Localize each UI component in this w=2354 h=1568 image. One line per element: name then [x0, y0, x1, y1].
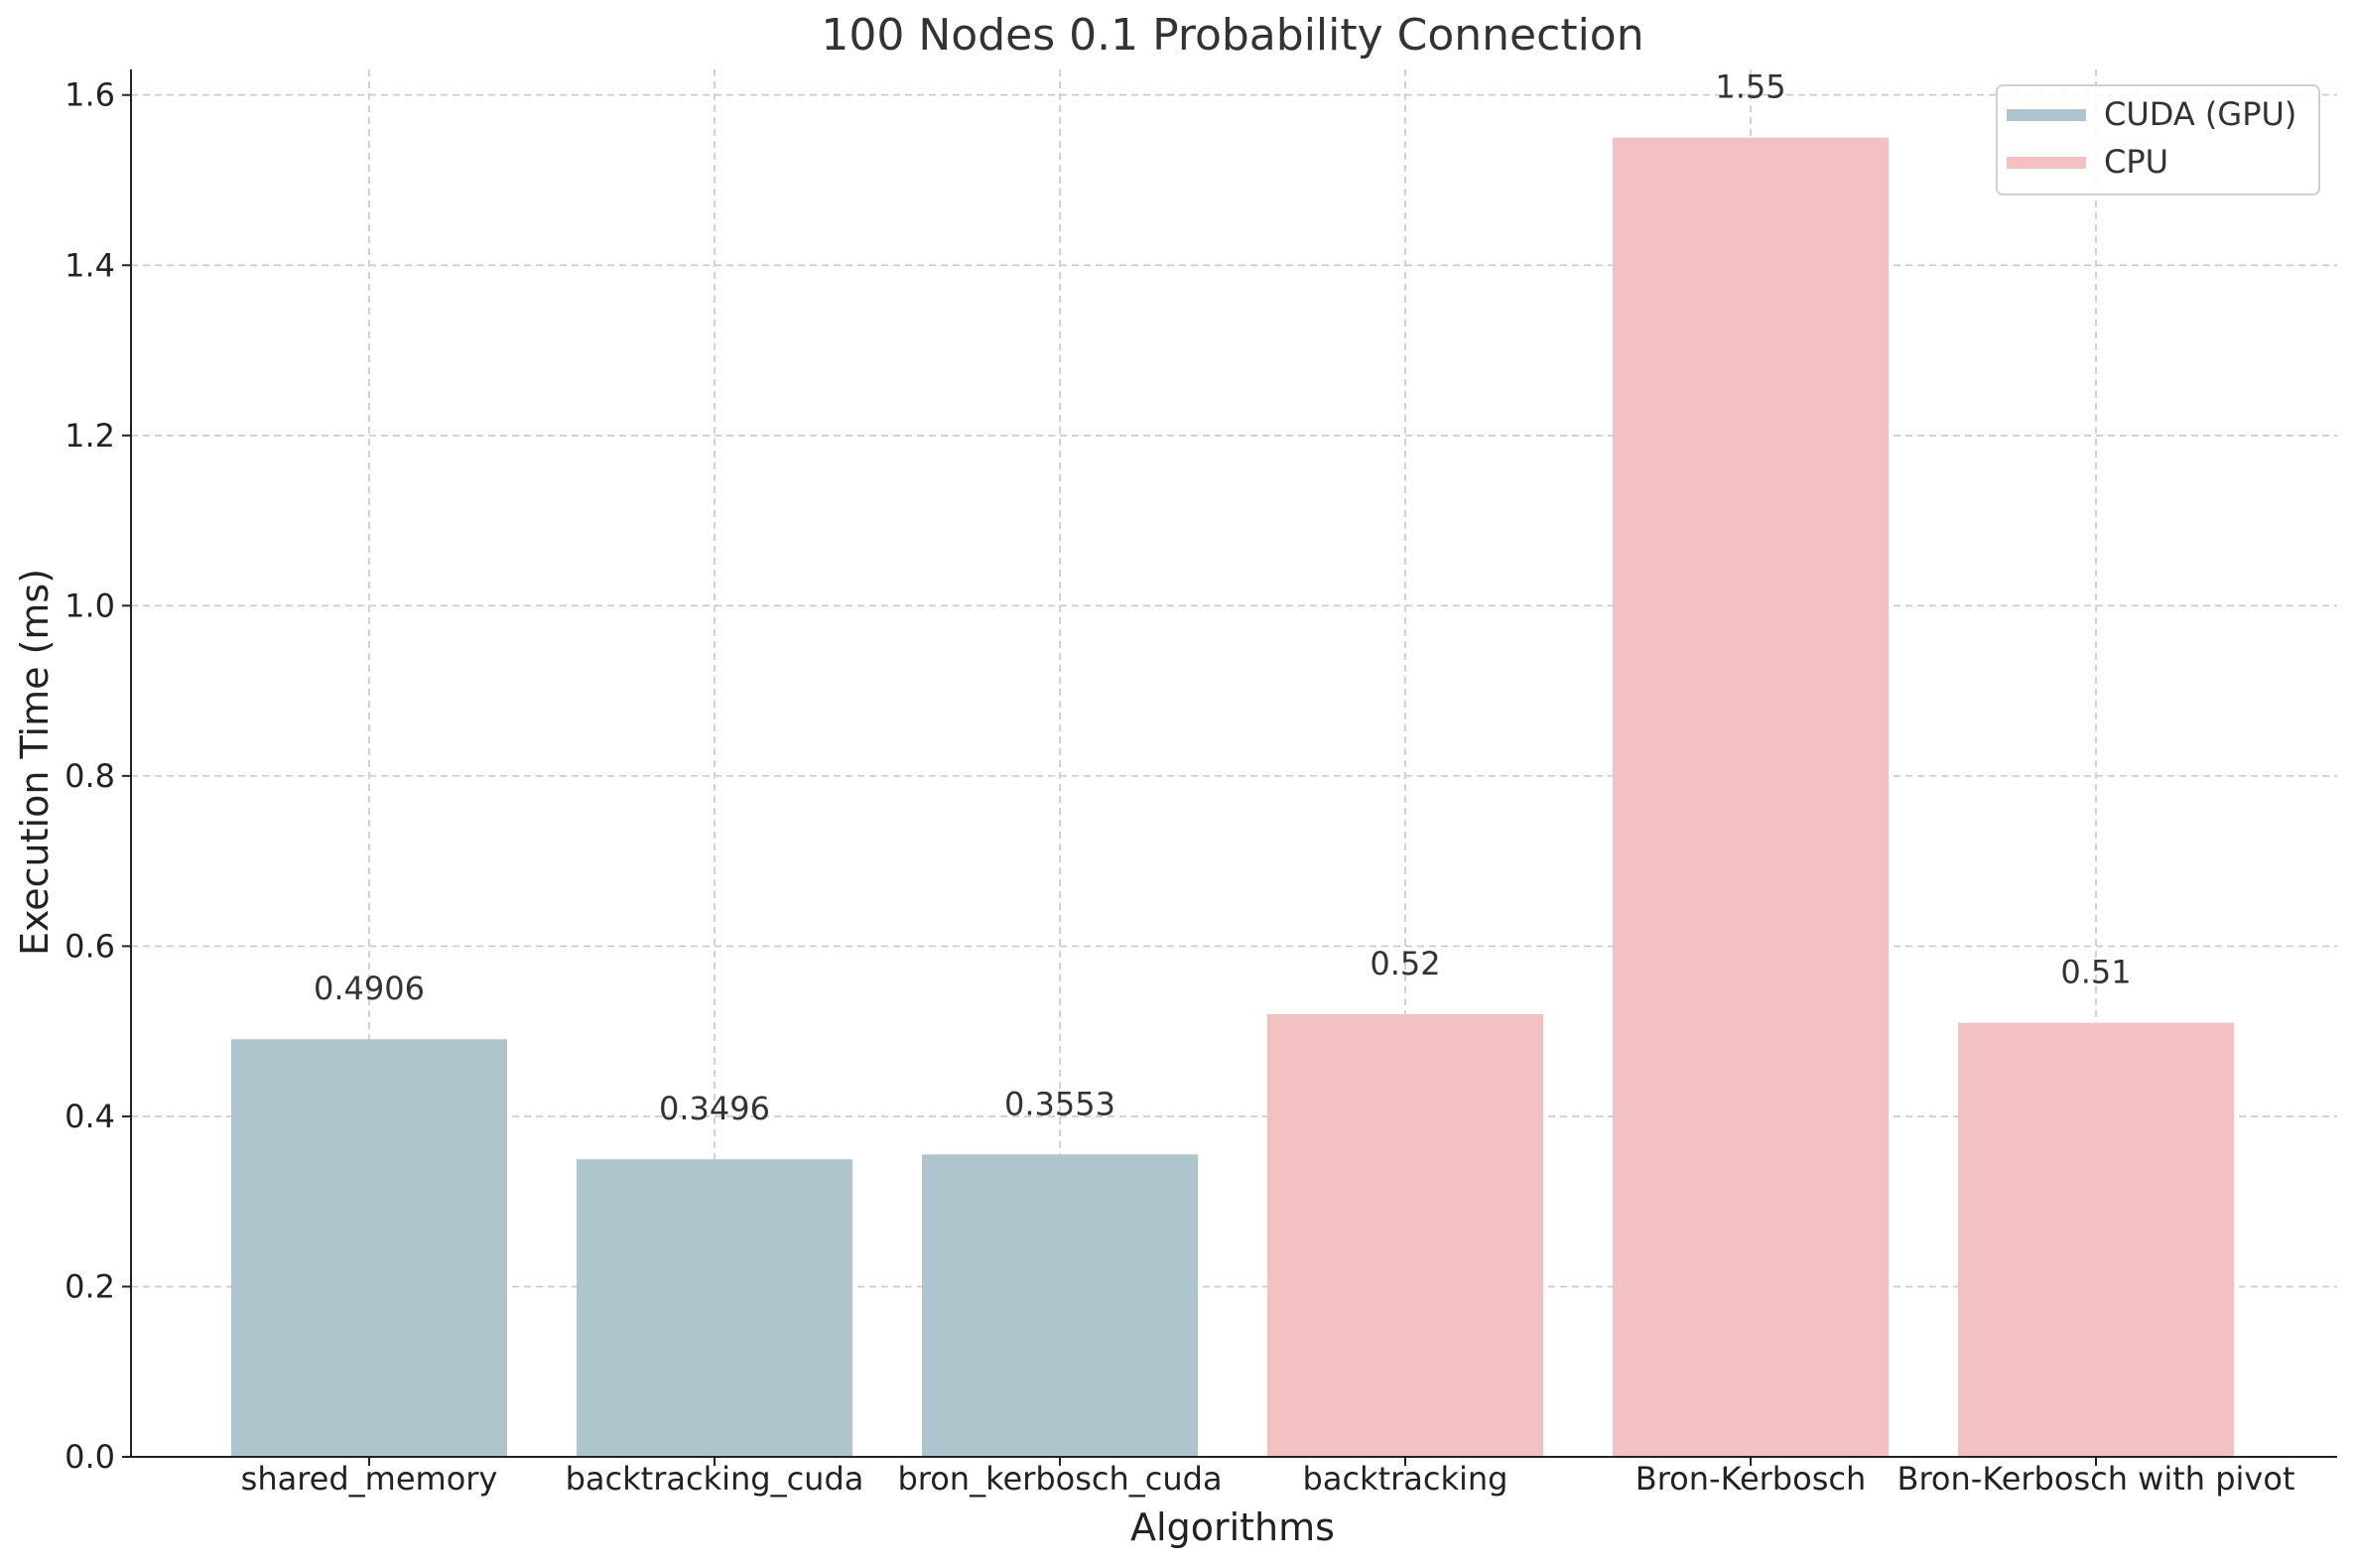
bar-value-label: 0.52: [1370, 945, 1440, 982]
bars: [231, 137, 2234, 1457]
bar-value-label: 0.3496: [659, 1090, 770, 1127]
y-ticks: 0.0 0.2 0.4 0.6 0.8 1.0 1.2 1.4 1.6: [65, 76, 131, 1476]
y-tick-label: 0.8: [65, 757, 115, 795]
bar-value-label: 0.51: [2060, 954, 2131, 991]
y-tick-label: 0.2: [65, 1267, 115, 1305]
bar: [1958, 1022, 2234, 1457]
y-tick-label: 1.6: [65, 76, 115, 114]
bar: [577, 1159, 852, 1457]
y-tick-label: 1.4: [65, 246, 115, 284]
x-ticks: shared_memory backtracking_cuda bron_kerbo…: [241, 1457, 2295, 1498]
legend-label-cpu: CPU: [2104, 143, 2168, 181]
x-tick-label: backtracking: [1303, 1460, 1508, 1498]
legend-swatch-cpu: [2007, 157, 2086, 169]
x-tick-label: bron_kerbosch_cuda: [897, 1460, 1222, 1498]
bar: [1613, 137, 1889, 1457]
x-tick-label: backtracking_cuda: [566, 1460, 864, 1498]
y-tick-label: 1.2: [65, 417, 115, 455]
y-axis-label: Execution Time (ms): [13, 569, 57, 956]
chart-title: 100 Nodes 0.1 Probability Connection: [821, 10, 1643, 61]
legend-label-cuda: CUDA (GPU): [2104, 95, 2296, 133]
y-tick-label: 1.0: [65, 587, 115, 624]
y-tick-label: 0.4: [65, 1098, 115, 1135]
bar-value-label: 0.3553: [1004, 1085, 1115, 1122]
x-tick-label: shared_memory: [241, 1460, 498, 1498]
bar-value-label: 0.4906: [314, 970, 425, 1007]
x-axis-label: Algorithms: [1130, 1505, 1335, 1549]
x-tick-label: Bron-Kerbosch: [1635, 1460, 1866, 1498]
bar: [231, 1039, 507, 1457]
bar: [1267, 1014, 1543, 1457]
y-tick-label: 0.6: [65, 927, 115, 965]
bar: [922, 1154, 1198, 1457]
bar-value-label: 1.55: [1715, 68, 1785, 106]
legend-swatch-cuda: [2007, 109, 2086, 121]
legend: CUDA (GPU) CPU: [1996, 84, 2320, 196]
x-tick-label: Bron-Kerbosch with pivot: [1897, 1460, 2295, 1498]
value-labels: 0.4906 0.3496 0.3553 0.52 1.55 0.51: [314, 68, 2132, 1128]
y-tick-label: 0.0: [65, 1438, 115, 1476]
